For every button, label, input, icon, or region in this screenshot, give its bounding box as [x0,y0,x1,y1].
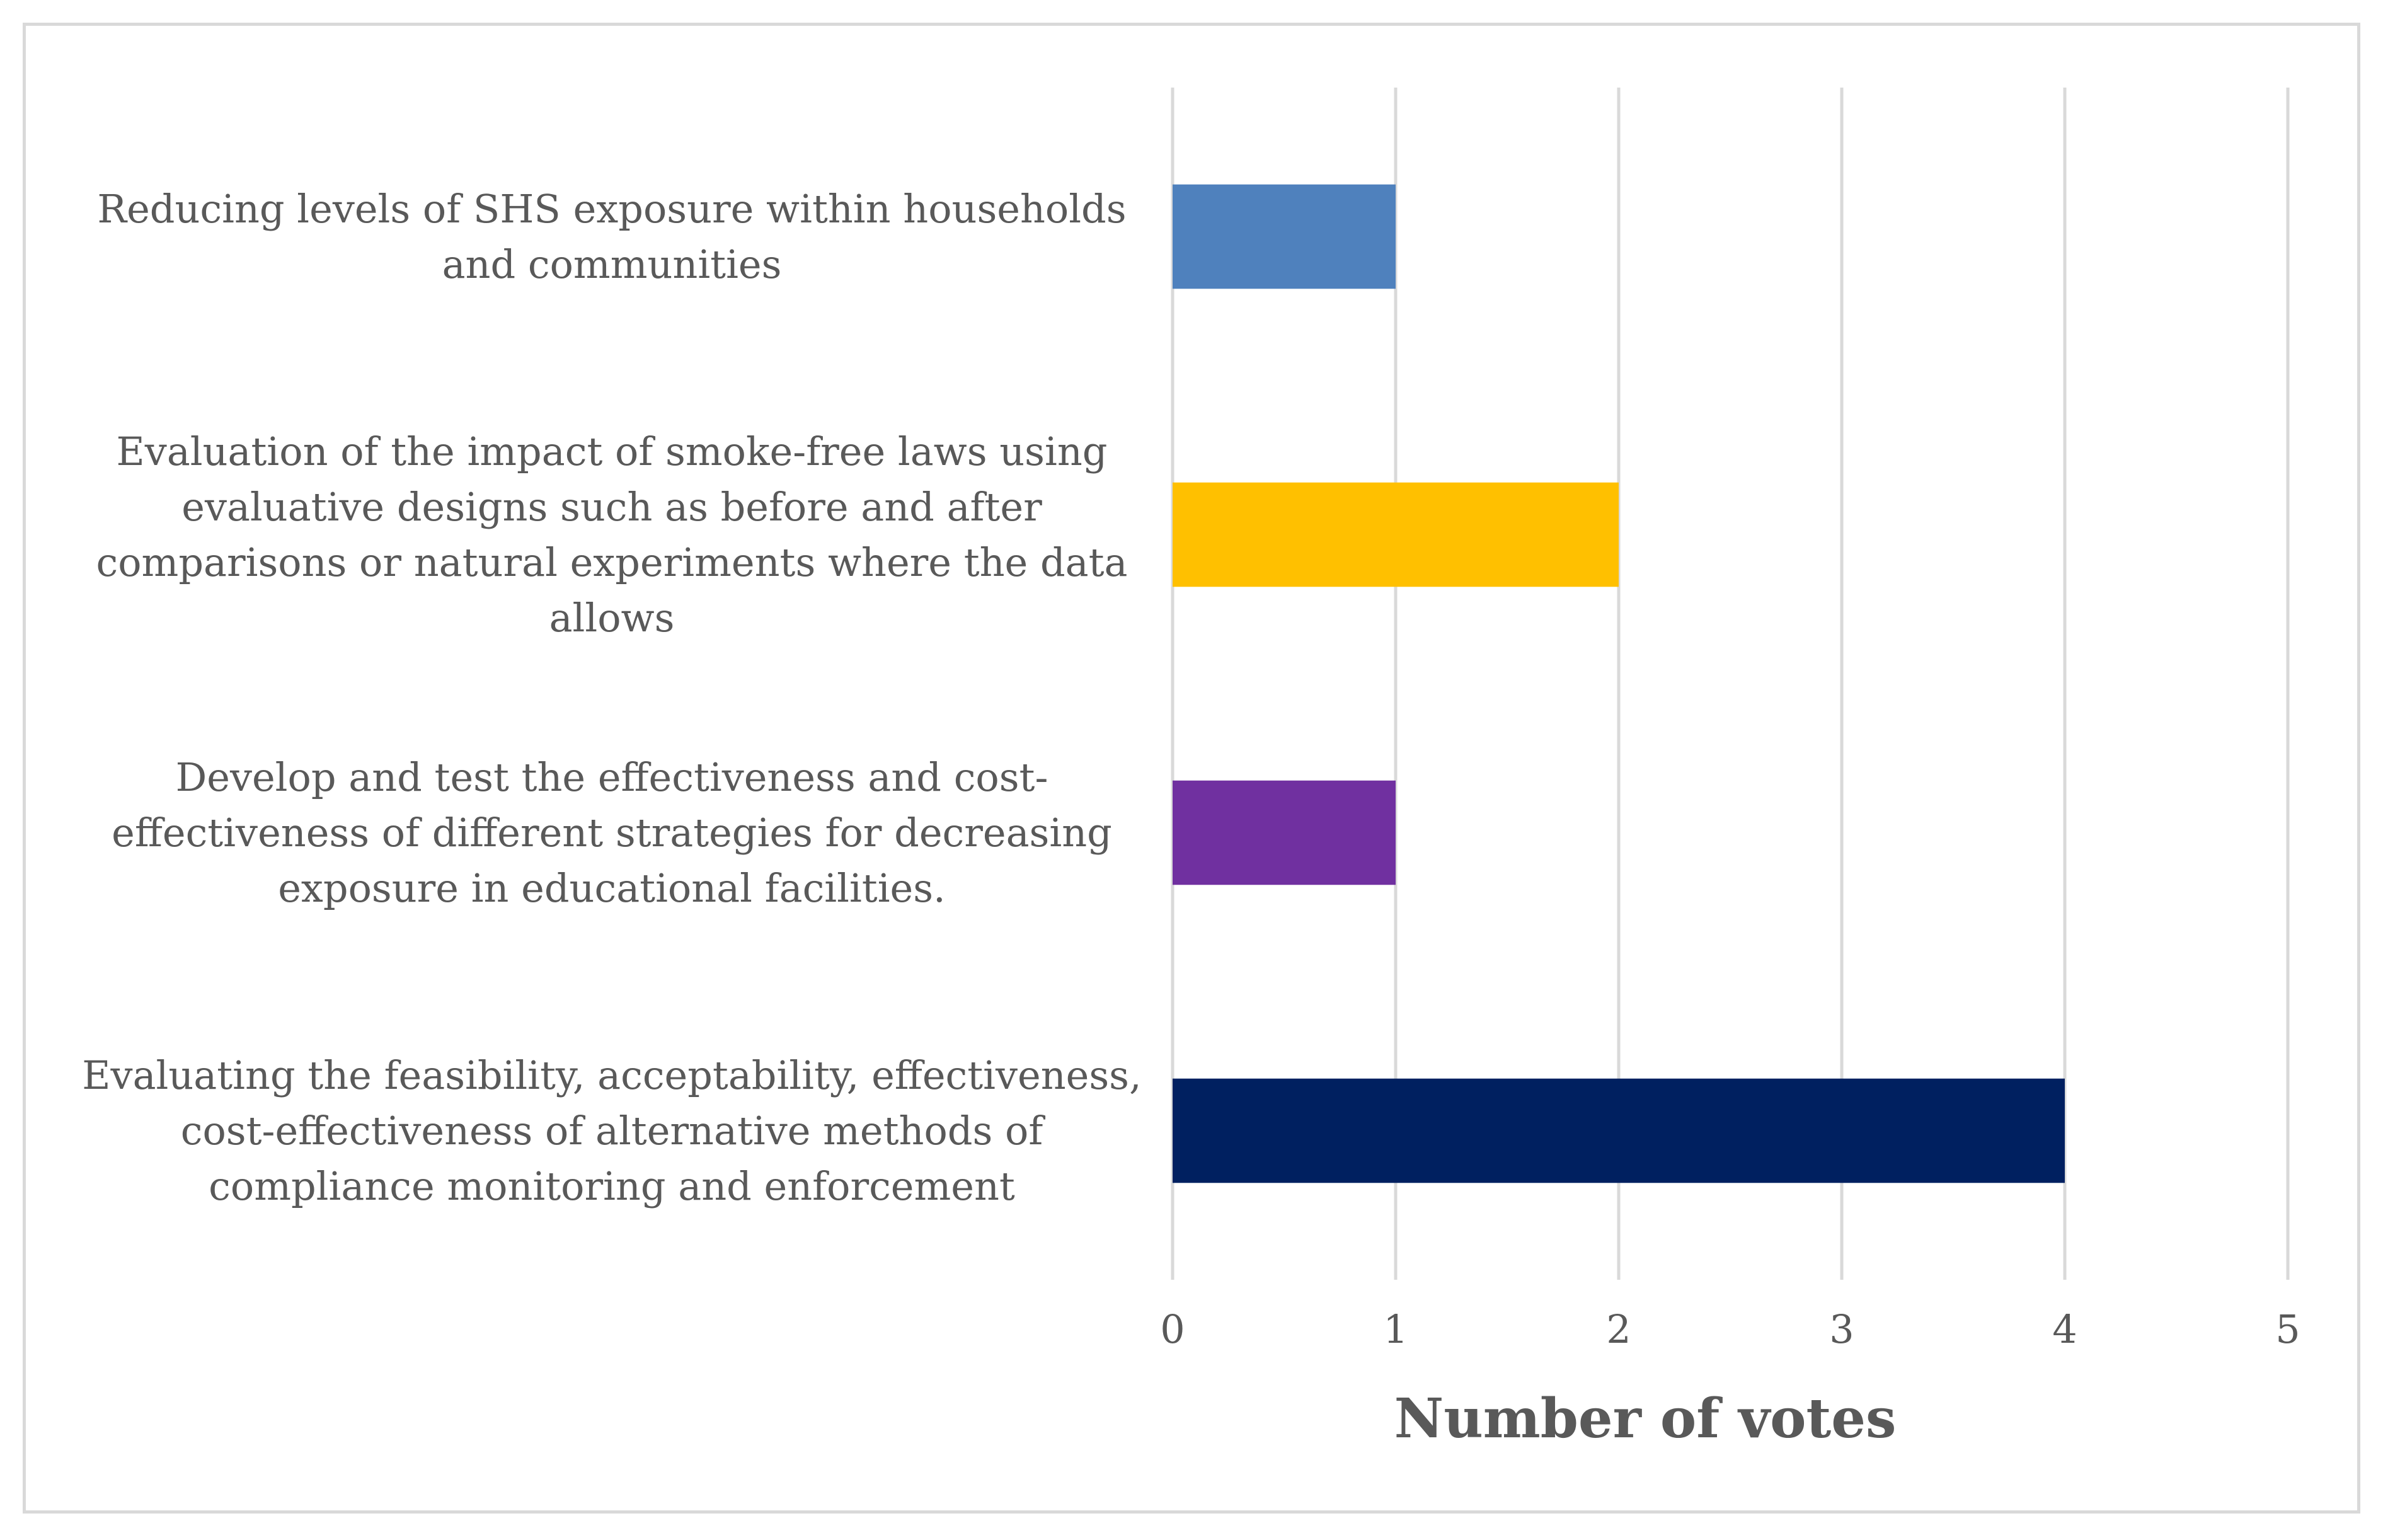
category-label-line: evaluative designs such as before and af… [181,483,1042,530]
bars [1173,184,2065,1183]
bar-3 [1173,780,1396,885]
category-label-line: and communities [442,241,782,287]
x-axis-title: Number of votes [1394,1387,1897,1451]
category-label-line: compliance monitoring and enforcement [209,1163,1015,1209]
bar-chart: 0 1 2 3 4 5 Number of votes [1160,88,2300,1451]
bar-4 [1173,1078,2065,1183]
x-tick-label: 1 [1383,1306,1408,1352]
category-label-line: Evaluation of the impact of smoke-free l… [116,428,1108,474]
x-tick-label: 3 [1829,1306,1854,1352]
category-label-line: Reducing levels of SHS exposure within h… [97,185,1127,232]
bar-1 [1173,184,1396,289]
category-label-line: comparisons or natural experiments where… [96,539,1128,585]
category-label-2: Evaluation of the impact of smoke-free l… [64,424,1160,646]
bar-2 [1173,482,1619,587]
category-label-4: Evaluating the feasibility, acceptabilit… [64,1048,1160,1214]
x-tick-labels: 0 1 2 3 4 5 [1160,1306,2300,1352]
chart-frame: 0 1 2 3 4 5 Number of votes Reducing levels o… [23,23,2360,1514]
category-label-line: cost-effectiveness of alternative method… [180,1107,1043,1154]
x-tick-label: 2 [1606,1306,1631,1352]
x-tick-label: 5 [2275,1306,2300,1352]
x-tick-label: 4 [2052,1306,2077,1352]
category-label-1: Reducing levels of SHS exposure within h… [64,181,1160,292]
x-tick-label: 0 [1160,1306,1185,1352]
category-label-line: exposure in educational facilities. [278,865,946,911]
category-label-line: Develop and test the effectiveness and c… [175,754,1048,800]
category-label-3: Develop and test the effectiveness and c… [64,750,1160,916]
category-label-line: allows [549,594,675,641]
category-label-line: effectiveness of different strategies fo… [112,809,1112,856]
category-label-line: Evaluating the feasibility, acceptabilit… [82,1052,1142,1098]
